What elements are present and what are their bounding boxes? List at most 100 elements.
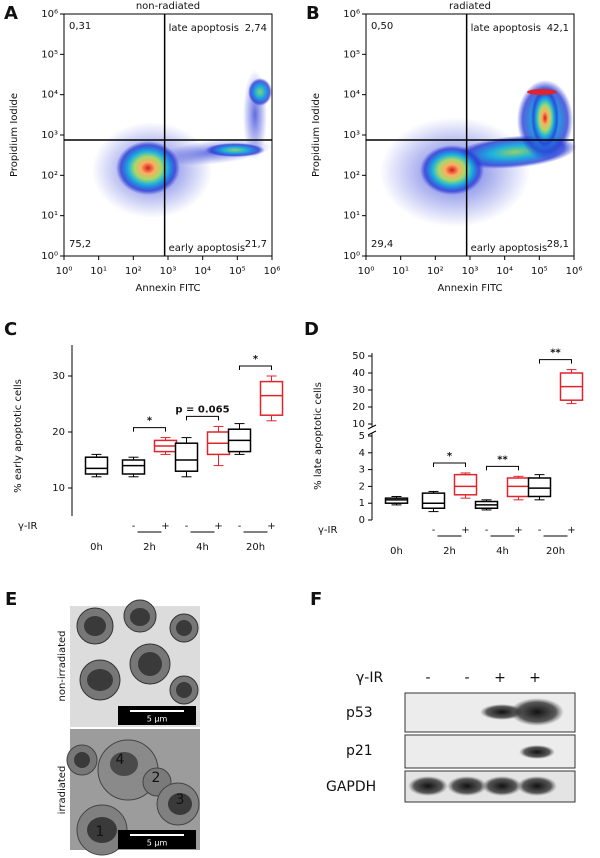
y-tick-label: 10⁰ xyxy=(343,251,360,262)
treatment-label: γ-IR xyxy=(356,670,383,686)
cell-number: 2 xyxy=(152,770,161,786)
treatment-sign: + xyxy=(161,521,169,532)
box xyxy=(121,459,146,475)
x-tick-label: 10⁵ xyxy=(531,266,548,277)
significance-bracket xyxy=(539,359,572,364)
y-tick-label: 5 xyxy=(359,431,365,442)
blot-row-label: GAPDH xyxy=(326,779,376,795)
density-cloud xyxy=(92,70,273,218)
quadrant-value: 21,7 xyxy=(245,239,267,250)
quadrant-value: 28,1 xyxy=(547,239,569,250)
y-tick-label: 1 xyxy=(359,498,365,509)
x-tick-label: 0h xyxy=(390,546,403,557)
significance-bracket xyxy=(486,465,519,471)
y-tick-label: 40 xyxy=(352,368,365,379)
x-tick-label: 10⁶ xyxy=(264,266,281,277)
chart-title: non-radiated xyxy=(136,1,200,12)
y-tick-label: 10¹ xyxy=(41,211,58,222)
panel-label: E xyxy=(5,589,17,610)
panel-label: D xyxy=(304,319,319,340)
y-tick-label: 10¹ xyxy=(343,211,360,222)
quadrant-value: 0,50 xyxy=(371,21,393,32)
panel-label: A xyxy=(4,3,18,24)
micrograph-top xyxy=(70,599,200,727)
y-tick-label: 3 xyxy=(359,465,365,476)
x-tick-label: 10³ xyxy=(462,266,479,277)
y-tick-label: 30 xyxy=(52,371,65,382)
blot-row-label: p21 xyxy=(346,743,373,759)
significance-label: * xyxy=(253,354,259,365)
treatment-sign: - xyxy=(185,521,189,532)
treatment-sign: + xyxy=(514,525,522,536)
box xyxy=(259,380,284,416)
x-axis-label: Annexin FITC xyxy=(136,283,201,294)
image-caption: irradiated xyxy=(57,766,68,815)
x-tick-label: 10⁰ xyxy=(358,266,375,277)
significance-label: ** xyxy=(497,454,508,465)
box xyxy=(421,492,446,509)
x-tick-label: 10¹ xyxy=(392,266,409,277)
x-tick-label: 20h xyxy=(246,542,265,553)
y-tick-label: 10⁶ xyxy=(41,9,58,20)
x-tick-label: 10⁵ xyxy=(229,266,246,277)
box xyxy=(506,477,531,498)
panel-label: B xyxy=(306,3,320,24)
axis-break xyxy=(367,430,377,436)
x-tick-label: 10³ xyxy=(160,266,177,277)
box xyxy=(84,456,109,475)
quadrant-value: 29,4 xyxy=(371,239,393,250)
x-tick-label: 2h xyxy=(143,542,156,553)
box xyxy=(174,442,199,472)
y-tick-label: 10⁴ xyxy=(41,90,58,101)
scale-bar-label: 5 µm xyxy=(147,839,168,848)
treatment-label: γ-IR xyxy=(318,525,337,536)
x-tick-label: 10⁴ xyxy=(496,266,513,277)
treatment-sign: - xyxy=(538,525,542,536)
y-tick-label: 10 xyxy=(352,419,365,430)
scale-bar-label: 5 µm xyxy=(147,715,168,724)
blot-row-label: p53 xyxy=(346,705,373,721)
micrograph-bottom xyxy=(66,729,200,856)
cell-number: 3 xyxy=(176,792,185,808)
blot xyxy=(404,692,576,803)
panel-label: C xyxy=(4,319,17,340)
treatment-sign: - xyxy=(432,525,436,536)
quadrant-label: early apoptosis xyxy=(169,243,245,254)
x-tick-label: 10¹ xyxy=(90,266,107,277)
density-cloud xyxy=(380,80,577,227)
panel-label: F xyxy=(310,589,322,610)
x-tick-label: 0h xyxy=(90,542,103,553)
treatment-sign: + xyxy=(267,521,275,532)
y-axis-label: Propidium Iodide xyxy=(9,93,20,177)
quadrant-value: 75,2 xyxy=(69,239,91,250)
x-tick-label: 10² xyxy=(427,266,444,277)
lane-sign: + xyxy=(494,670,506,686)
significance-label: * xyxy=(447,451,453,462)
treatment-sign: + xyxy=(214,521,222,532)
y-tick-label: 10⁵ xyxy=(41,49,58,60)
x-tick-label: 2h xyxy=(443,546,456,557)
quadrant-value: 2,74 xyxy=(245,23,267,34)
x-tick-label: 10² xyxy=(125,266,142,277)
y-tick-label: 10 xyxy=(52,483,65,494)
y-tick-label: 4 xyxy=(359,448,365,459)
x-tick-label: 4h xyxy=(196,542,209,553)
treatment-sign: - xyxy=(132,521,136,532)
significance-label: p = 0.065 xyxy=(175,404,229,415)
image-caption: non-irradiated xyxy=(57,630,68,701)
x-tick-label: 20h xyxy=(546,546,565,557)
lane-sign: + xyxy=(529,670,541,686)
quadrant-value: 42,1 xyxy=(547,23,569,34)
lane-sign: - xyxy=(464,670,469,686)
y-tick-label: 10² xyxy=(41,170,58,181)
y-tick-label: 10³ xyxy=(343,130,360,141)
x-tick-label: 10⁴ xyxy=(194,266,211,277)
treatment-label: γ-IR xyxy=(18,521,37,532)
axis-break xyxy=(367,424,377,430)
x-tick-label: 10⁰ xyxy=(56,266,73,277)
cell-number: 1 xyxy=(96,824,105,840)
treatment-sign: + xyxy=(461,525,469,536)
